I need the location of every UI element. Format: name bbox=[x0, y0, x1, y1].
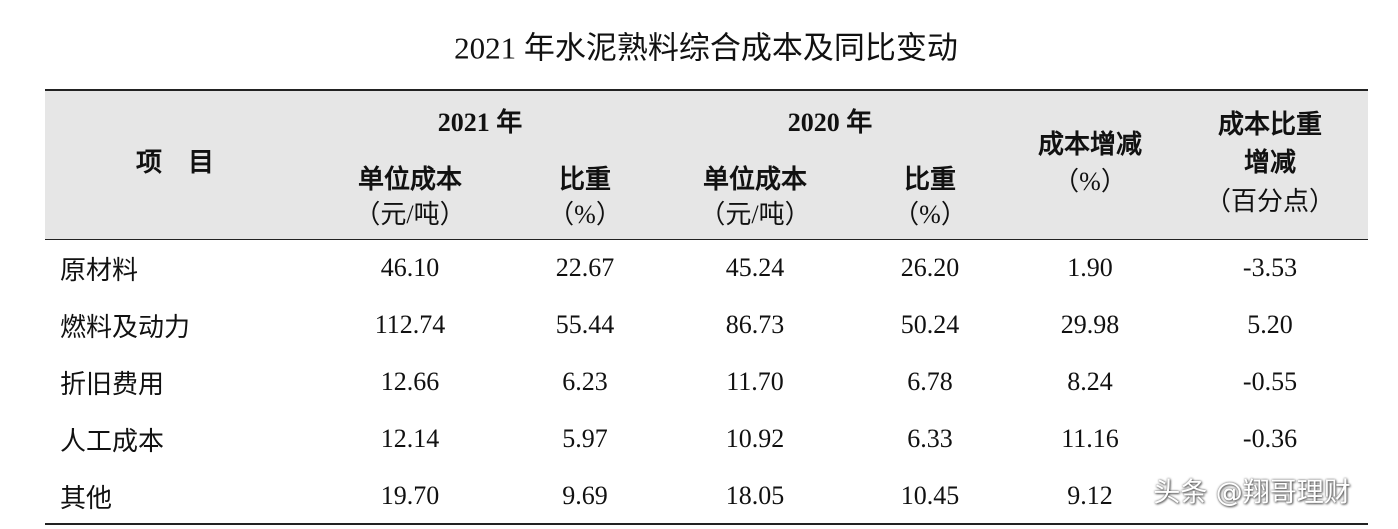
row-label: 人工成本 bbox=[60, 427, 165, 456]
column-header: 增减 bbox=[1243, 148, 1297, 177]
column-header: （百分点） bbox=[1204, 187, 1336, 216]
cell: 10.45 bbox=[900, 481, 960, 510]
cell: 112.74 bbox=[374, 310, 446, 339]
cell: 18.05 bbox=[725, 481, 785, 510]
cell: 6.78 bbox=[907, 367, 953, 396]
row-label: 燃料及动力 bbox=[60, 313, 191, 342]
cell: 45.24 bbox=[725, 253, 785, 282]
cell: 55.44 bbox=[555, 310, 615, 339]
cell: 9.69 bbox=[562, 481, 608, 510]
column-header: 成本增减 bbox=[1037, 130, 1143, 159]
header-background bbox=[45, 89, 1368, 240]
bottom-rule bbox=[45, 523, 1368, 525]
cell: 12.66 bbox=[380, 367, 440, 396]
header-item: 项 目 bbox=[135, 148, 215, 177]
cell: 19.70 bbox=[380, 481, 440, 510]
column-header: （%） bbox=[893, 200, 967, 229]
column-header: （元/吨） bbox=[699, 200, 811, 229]
column-header: 单位成本 bbox=[357, 165, 463, 194]
column-header: （元/吨） bbox=[354, 200, 466, 229]
cell: 8.24 bbox=[1067, 367, 1113, 396]
cell: 11.16 bbox=[1061, 424, 1119, 453]
column-header: 成本比重 bbox=[1217, 110, 1323, 139]
column-header: （%） bbox=[1053, 167, 1127, 196]
cell: 5.97 bbox=[562, 424, 608, 453]
row-label: 其他 bbox=[60, 484, 113, 513]
column-header: 比重 bbox=[903, 165, 957, 194]
cell: 22.67 bbox=[555, 253, 615, 282]
cell: 6.33 bbox=[907, 424, 953, 453]
cell: 26.20 bbox=[900, 253, 960, 282]
cell: 6.23 bbox=[562, 367, 608, 396]
cell: -0.36 bbox=[1242, 424, 1298, 453]
cell: 1.90 bbox=[1067, 253, 1113, 282]
cell: 11.70 bbox=[726, 367, 784, 396]
cell: 46.10 bbox=[380, 253, 440, 282]
column-header: 单位成本 bbox=[702, 165, 808, 194]
cell: 12.14 bbox=[380, 424, 440, 453]
cell: 29.98 bbox=[1060, 310, 1120, 339]
row-label: 折旧费用 bbox=[60, 370, 165, 399]
column-header: 比重 bbox=[558, 165, 612, 194]
cell: 86.73 bbox=[725, 310, 785, 339]
cell: 5.20 bbox=[1247, 310, 1293, 339]
cell: -3.53 bbox=[1242, 253, 1298, 282]
watermark: 头条 @翔哥理财 bbox=[1153, 477, 1351, 509]
group-header: 2021 年 bbox=[437, 108, 523, 137]
title: 2021 年水泥熟料综合成本及同比变动 bbox=[454, 30, 958, 66]
column-header: （%） bbox=[548, 200, 622, 229]
cell: -0.55 bbox=[1242, 367, 1298, 396]
cell: 9.12 bbox=[1067, 481, 1113, 510]
group-header: 2020 年 bbox=[787, 108, 873, 137]
row-label: 原材料 bbox=[60, 256, 139, 285]
cell: 10.92 bbox=[725, 424, 785, 453]
cell: 50.24 bbox=[900, 310, 960, 339]
